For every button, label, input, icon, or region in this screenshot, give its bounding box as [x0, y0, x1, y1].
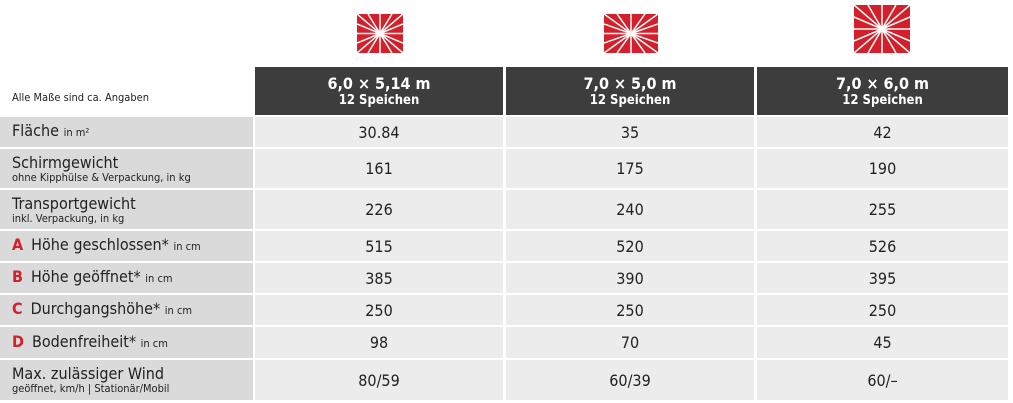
- value-cell: 70: [506, 327, 754, 358]
- value-cell: 80/59: [255, 360, 503, 400]
- row-unit: in cm: [173, 240, 201, 253]
- umbrella-icon: [854, 5, 910, 53]
- value-cell: 520: [506, 231, 754, 261]
- value-cell: 45: [757, 327, 1008, 358]
- row-letter: A: [12, 235, 24, 254]
- row-label-cell: C Durchgangshöhe* in cm: [0, 295, 253, 325]
- row-label-cell: Max. zulässiger Wind geöffnet, km/h | Sta…: [0, 360, 253, 400]
- value-cell: 526: [757, 231, 1008, 261]
- row-unit: inkl. Verpackung, in kg: [12, 211, 125, 225]
- row-label-line: B Höhe geöffnet* in cm: [12, 268, 253, 288]
- value-cell: 98: [255, 327, 503, 358]
- row-unit: geöffnet, km/h | Stationär/Mobil: [12, 382, 170, 395]
- value-cell: 250: [506, 295, 754, 325]
- row-label-cell: Transportgewicht inkl. Verpackung, in kg: [0, 190, 253, 229]
- row-label: Max. zulässiger Wind: [12, 364, 165, 383]
- value-cell: 30.84: [255, 117, 503, 147]
- row-letter: C: [12, 299, 23, 318]
- row-label-line: Max. zulässiger Wind: [12, 365, 253, 383]
- column-header: 6,0 × 5,14 m 12 Speichen: [255, 67, 503, 115]
- row-unit: ohne Kipphülse & Verpackung, in kg: [12, 170, 191, 184]
- row-label: Höhe geschlossen*: [31, 235, 169, 254]
- column-spokes: 12 Speichen: [338, 92, 420, 108]
- value-cell: 190: [757, 149, 1008, 188]
- row-unit: in cm: [164, 304, 193, 317]
- row-label-line: A Höhe geschlossen* in cm: [12, 236, 253, 256]
- column-spokes: 12 Speichen: [589, 92, 671, 108]
- value-cell: 42: [757, 117, 1008, 147]
- row-unit: in cm: [145, 272, 173, 285]
- value-cell: 60/39: [506, 360, 754, 400]
- row-unit: in cm: [140, 336, 168, 350]
- row-label: Schirmgewicht: [12, 152, 119, 172]
- umbrella-icon: [357, 14, 403, 53]
- row-label: Bodenfreiheit*: [31, 331, 137, 351]
- value-cell: 395: [757, 263, 1008, 293]
- row-label: Fläche: [12, 121, 59, 140]
- row-label-cell: Fläche in m²: [0, 117, 253, 147]
- row-label-cell: D Bodenfreiheit* in cm: [0, 327, 253, 358]
- column-size: 7,0 × 5,0 m: [583, 73, 677, 93]
- row-unit: in m²: [63, 126, 90, 139]
- row-letter: D: [12, 331, 24, 351]
- value-cell: 175: [506, 149, 754, 188]
- row-label-line: Schirmgewicht: [12, 152, 253, 172]
- row-label-line: C Durchgangshöhe* in cm: [12, 300, 253, 320]
- row-letter: B: [12, 267, 23, 286]
- column-size: 7,0 × 6,0 m: [835, 73, 930, 93]
- row-label: Höhe geöffnet*: [30, 267, 141, 286]
- value-cell: 161: [255, 149, 503, 188]
- column-header: 7,0 × 6,0 m 12 Speichen: [757, 67, 1008, 115]
- value-cell: 385: [255, 263, 503, 293]
- column-header: 7,0 × 5,0 m 12 Speichen: [506, 67, 754, 115]
- value-cell: 250: [255, 295, 503, 325]
- umbrella-icon: [604, 14, 658, 53]
- row-label-line: Transportgewicht: [12, 193, 253, 213]
- column-spokes: 12 Speichen: [842, 92, 923, 108]
- row-label-line: D Bodenfreiheit* in cm: [12, 331, 253, 353]
- value-cell: 250: [757, 295, 1008, 325]
- row-label: Durchgangshöhe*: [30, 299, 161, 318]
- row-label-cell: B Höhe geöffnet* in cm: [0, 263, 253, 293]
- table-note: Alle Maße sind ca. Angaben: [12, 90, 150, 104]
- row-label: Transportgewicht: [12, 193, 136, 213]
- row-label-cell: A Höhe geschlossen* in cm: [0, 231, 253, 261]
- row-label-line: Fläche in m²: [12, 122, 253, 142]
- column-size: 6,0 × 5,14 m: [327, 73, 431, 93]
- row-label-cell: Schirmgewicht ohne Kipphülse & Verpackung…: [0, 149, 253, 188]
- value-cell: 255: [757, 190, 1008, 229]
- value-cell: 515: [255, 231, 503, 261]
- value-cell: 240: [506, 190, 754, 229]
- value-cell: 60/–: [757, 360, 1008, 400]
- value-cell: 226: [255, 190, 503, 229]
- value-cell: 390: [506, 263, 754, 293]
- value-cell: 35: [506, 117, 754, 147]
